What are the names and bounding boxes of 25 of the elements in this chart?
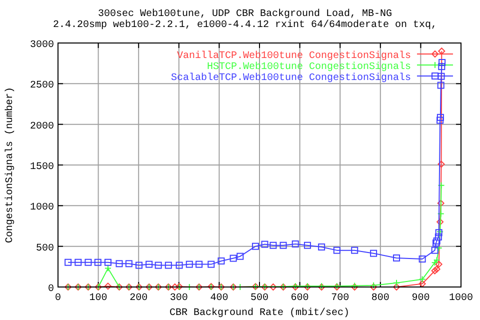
legend-label: HSTCP.Web100tune CongestionSignals xyxy=(206,61,411,73)
legend-label: ScalableTCP.Web100tune CongestionSignals xyxy=(170,72,411,84)
y-tick-label: 3000 xyxy=(30,40,54,51)
y-tick-label: 2000 xyxy=(30,121,54,132)
chart-subtitle: 2.4.20smp web100-2.2.1, e1000-4.4.12 rxint 64/64moderate on txq, xyxy=(52,19,438,31)
x-tick-label: 100 xyxy=(89,293,108,304)
x-tick-label: 1000 xyxy=(448,293,474,304)
y-axis-title: CongestionSignals (number) xyxy=(4,86,16,244)
x-tick-label: 400 xyxy=(210,293,228,304)
y-tick-label: 1000 xyxy=(30,202,54,214)
chart-title: 300sec Web100tune, UDP CBR Background Load, MB-NG xyxy=(98,8,392,20)
y-tick-label: 500 xyxy=(36,243,54,254)
x-axis-title: CBR Background Rate (mbit/sec) xyxy=(169,307,350,319)
x-tick-label: 0 xyxy=(54,293,62,304)
x-tick-label: 900 xyxy=(412,293,430,304)
x-tick-label: 500 xyxy=(250,293,269,304)
x-tick-label: 300 xyxy=(170,293,188,304)
x-tick-label: 200 xyxy=(130,293,148,304)
x-tick-label: 700 xyxy=(331,293,350,304)
x-tick-label: 800 xyxy=(371,293,390,304)
y-tick-label: 0 xyxy=(48,284,54,295)
x-tick-label: 600 xyxy=(290,293,309,304)
y-tick-label: 2500 xyxy=(30,80,54,92)
y-tick-label: 1500 xyxy=(30,162,54,173)
legend-label: VanillaTCP.Web100tune CongestionSignals xyxy=(176,50,411,62)
